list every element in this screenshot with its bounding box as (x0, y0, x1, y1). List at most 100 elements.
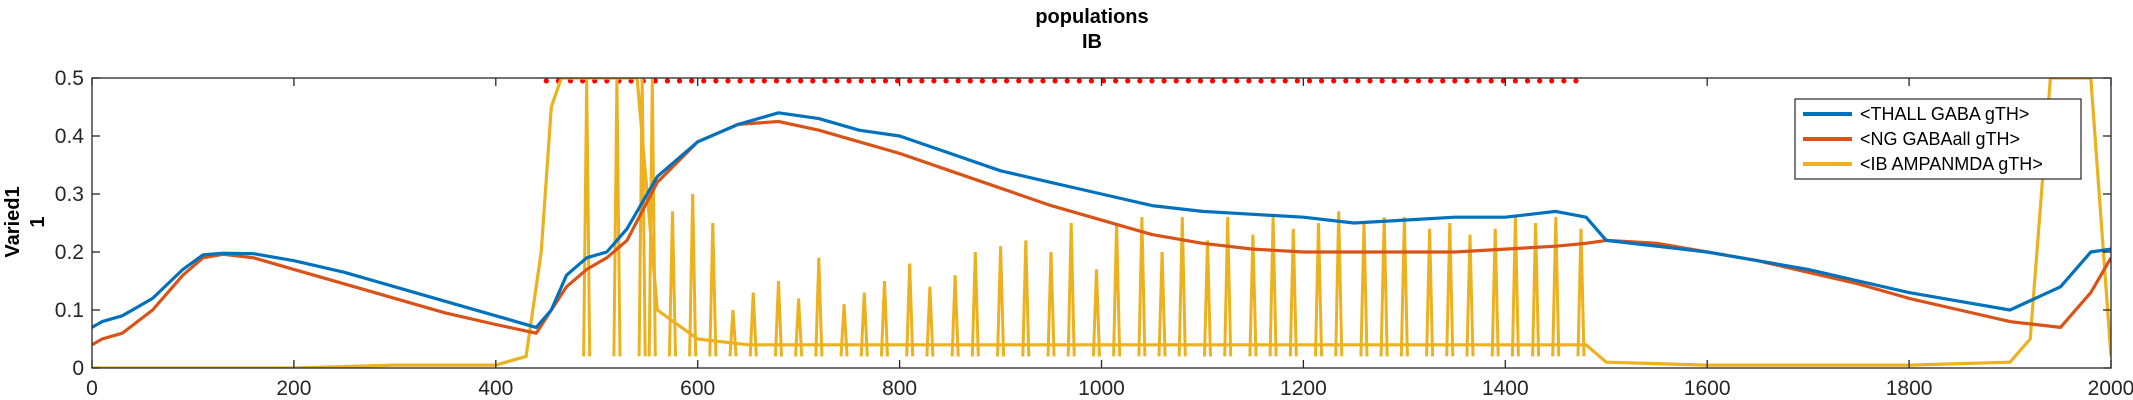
spike-mark (1091, 269, 1101, 357)
marker-dot (870, 78, 876, 84)
spike-mark (1112, 222, 1122, 357)
spike-mark (996, 246, 1006, 357)
y-axis-label-line-2: 1 (27, 216, 49, 227)
marker-dot (761, 78, 767, 84)
spike-mark (814, 257, 824, 357)
marker-dot (979, 78, 985, 84)
spike-mark (708, 222, 718, 357)
spike-mark (905, 263, 915, 357)
marker-dot (931, 78, 937, 84)
marker-dot (882, 78, 889, 84)
y-axis-ticks: 0 0.1 0.2 0.3 0.4 0.5 (55, 67, 2111, 380)
series-line-2 (92, 78, 2111, 368)
marker-dot (846, 78, 852, 84)
marker-dot (894, 78, 901, 84)
marker-dot (1524, 78, 1531, 84)
spike-mark (1066, 222, 1076, 357)
marker-dot (1549, 78, 1555, 84)
spike-mark (1223, 217, 1233, 357)
marker-dot (1125, 78, 1131, 84)
x-axis-ticks: 0 200 400 600 800 1000 1200 1400 1600 1800 2000 (86, 78, 2133, 400)
y-tick-label-5: 0.5 (55, 67, 84, 90)
y-axis-label-line-1: Varied1 (2, 186, 24, 257)
marker-dot (1137, 78, 1143, 84)
marker-dot (1488, 78, 1494, 84)
marker-dot (785, 78, 792, 84)
marker-dot (798, 78, 804, 84)
spike-mark (728, 309, 738, 357)
spike-mark (1379, 217, 1389, 357)
spike-mark (1203, 240, 1212, 357)
x-tick-label-1600: 1600 (1684, 377, 1731, 400)
marker-dot (1100, 78, 1107, 84)
spike-mark (1314, 222, 1324, 357)
marker-dot (604, 78, 610, 84)
spike-mark (1177, 217, 1187, 357)
spike-mark (1137, 217, 1147, 357)
marker-dot (1355, 78, 1361, 84)
marker-dot (1040, 78, 1046, 84)
series-line-0 (92, 111, 2111, 329)
marker-dot (1209, 78, 1216, 84)
y-tick-label-0: 0 (72, 357, 84, 380)
marker-dot (1391, 78, 1397, 84)
y-axis-label: Varied1 1 (2, 186, 49, 257)
y-tick-label-2: 0.2 (55, 241, 84, 264)
spike-mark (1399, 217, 1409, 357)
marker-dot (1427, 78, 1434, 84)
spike-mark (950, 275, 960, 357)
x-tick-label-1200: 1200 (1280, 377, 1327, 400)
marker-dot (592, 78, 598, 84)
marker-row (543, 78, 1579, 84)
marker-dot (1403, 78, 1409, 84)
chart-title-line-2: IB (1082, 31, 1102, 53)
x-tick-label-1800: 1800 (1886, 377, 1933, 400)
marker-dot (580, 78, 586, 84)
marker-dot (1064, 78, 1070, 84)
spike-mark (1288, 228, 1298, 357)
marker-dot (1113, 78, 1119, 84)
marker-dot (725, 78, 731, 84)
marker-dot (1246, 78, 1252, 84)
marker-dot (1318, 78, 1325, 84)
marker-dot (1004, 78, 1010, 84)
marker-dot (1088, 78, 1095, 84)
spike-mark (1445, 222, 1455, 357)
marker-dot (1076, 78, 1082, 84)
marker-dot (1573, 78, 1579, 84)
marker-dot (1173, 78, 1179, 84)
marker-dot (628, 78, 634, 84)
marker-dot (1197, 78, 1204, 84)
marker-dot (919, 78, 925, 84)
series-layer (92, 78, 2111, 368)
marker-dot (1028, 78, 1034, 84)
marker-dot (737, 78, 743, 84)
marker-dot (652, 78, 658, 84)
x-tick-label-600: 600 (680, 377, 715, 400)
spike-mark (1465, 234, 1475, 357)
spike-mark (1510, 217, 1520, 357)
spike-mark (1576, 228, 1586, 357)
marker-dot (773, 78, 780, 84)
spike-mark (794, 298, 804, 357)
spike-mark (612, 78, 622, 357)
x-tick-label-800: 800 (882, 377, 917, 400)
spike-mark (1248, 234, 1258, 357)
marker-dot (1512, 78, 1518, 84)
marker-dot (1464, 78, 1470, 84)
marker-dot (1415, 78, 1422, 84)
marker-dot (701, 78, 707, 84)
x-tick-label-1400: 1400 (1482, 377, 1529, 400)
marker-dot (1306, 78, 1313, 84)
marker-dot (834, 78, 840, 84)
marker-dot (1258, 78, 1264, 84)
marker-dot (749, 78, 755, 84)
spike-mark (859, 292, 869, 357)
spike-mark (748, 292, 758, 357)
spike-mark (1157, 251, 1167, 357)
spike-mark (1359, 222, 1369, 357)
chart-title-line-1: populations (1035, 6, 1148, 28)
legend-label-thall-gaba: <THALL GABA gTH> (1860, 104, 2029, 124)
marker-dot (1343, 78, 1349, 84)
